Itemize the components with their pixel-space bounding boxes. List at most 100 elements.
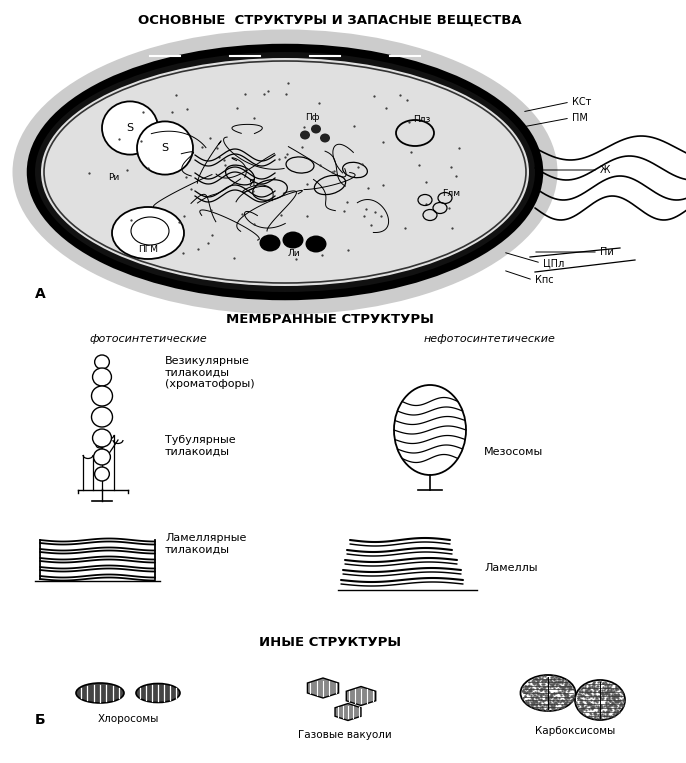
Point: [58, 125, 69, 137]
Point: [100, 92, 111, 105]
Point: [170, 162, 181, 174]
Point: [134, 204, 145, 217]
Point: [291, 222, 302, 234]
Point: [179, 82, 190, 94]
Point: [349, 118, 360, 130]
Point: [207, 220, 218, 232]
Point: [451, 105, 462, 118]
Point: [45, 163, 56, 175]
Point: [107, 146, 118, 159]
Point: [101, 93, 112, 105]
Point: [282, 240, 293, 252]
Point: [253, 78, 264, 90]
Point: [453, 403, 464, 415]
Point: [335, 117, 346, 129]
Point: [340, 245, 351, 257]
Point: [442, 406, 453, 418]
Point: [412, 246, 423, 259]
Point: [376, 259, 387, 271]
Point: [172, 201, 182, 213]
Point: [454, 127, 465, 139]
Point: [488, 134, 499, 146]
Point: [387, 100, 398, 112]
Point: [331, 126, 342, 138]
Point: [393, 78, 404, 90]
Point: [141, 239, 152, 251]
Point: [437, 385, 448, 397]
Point: [375, 217, 386, 230]
Point: [397, 403, 407, 415]
Point: [245, 235, 256, 247]
Point: [381, 122, 392, 134]
Point: [381, 68, 392, 80]
Point: [172, 160, 182, 172]
Point: [410, 430, 421, 443]
Point: [103, 128, 114, 140]
Point: [421, 105, 432, 117]
Point: [469, 188, 480, 200]
Point: [165, 220, 176, 232]
Point: [320, 105, 331, 118]
Point: [191, 227, 202, 239]
Point: [241, 70, 252, 82]
Point: [121, 140, 132, 153]
Point: [456, 433, 466, 446]
Point: [453, 437, 464, 449]
Point: [118, 130, 129, 143]
Point: [176, 130, 187, 142]
Point: [284, 236, 295, 248]
Point: [423, 460, 434, 472]
Point: [363, 205, 374, 217]
Point: [412, 409, 423, 421]
Point: [196, 177, 207, 189]
Point: [446, 225, 457, 237]
Point: [147, 203, 158, 215]
Point: [163, 93, 174, 105]
Point: [364, 236, 375, 248]
Point: [270, 273, 281, 285]
Point: [169, 126, 180, 138]
Point: [442, 169, 453, 182]
Point: [217, 161, 228, 173]
Point: [414, 462, 425, 474]
Point: [375, 150, 386, 162]
Point: [82, 120, 93, 132]
Point: [423, 401, 434, 414]
Point: [260, 83, 271, 95]
Point: [268, 169, 279, 182]
Point: [176, 209, 187, 221]
Point: [423, 214, 434, 227]
Point: [455, 228, 466, 240]
Point: [108, 98, 119, 110]
Point: [384, 76, 395, 89]
Point: [197, 68, 208, 80]
Point: [407, 196, 418, 208]
Point: [418, 102, 429, 114]
Point: [153, 142, 164, 154]
Point: [174, 98, 185, 110]
Point: [162, 88, 173, 100]
Point: [366, 193, 377, 205]
Point: [347, 193, 358, 205]
Point: [101, 231, 112, 243]
Point: [188, 189, 199, 201]
Point: [179, 256, 190, 269]
Point: [466, 169, 477, 181]
Text: Плз: Плз: [413, 115, 430, 124]
Point: [399, 425, 410, 437]
Point: [450, 182, 461, 194]
Point: [113, 177, 123, 189]
Point: [314, 82, 324, 94]
Point: [177, 192, 188, 204]
Point: [324, 217, 335, 230]
Point: [81, 132, 92, 144]
Point: [243, 214, 254, 226]
Point: [54, 205, 65, 217]
Point: [454, 210, 465, 222]
Point: [157, 146, 168, 159]
Point: [453, 122, 464, 134]
Point: [58, 182, 69, 194]
Point: [173, 201, 184, 213]
Point: [504, 163, 515, 175]
Point: [390, 251, 401, 263]
